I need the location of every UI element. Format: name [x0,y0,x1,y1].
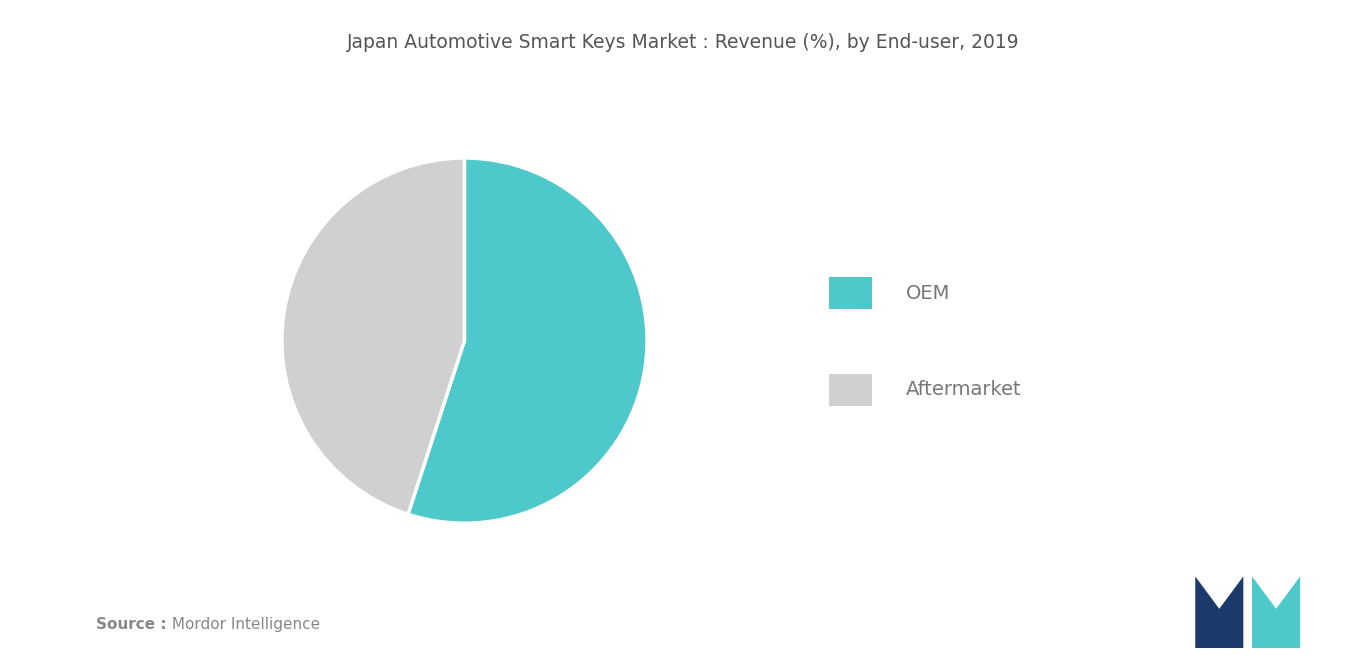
Polygon shape [1195,576,1243,648]
Text: Aftermarket: Aftermarket [906,380,1022,400]
FancyBboxPatch shape [829,278,873,310]
FancyBboxPatch shape [829,373,873,405]
Wedge shape [281,158,464,514]
Text: OEM: OEM [906,284,949,303]
Text: Mordor Intelligence: Mordor Intelligence [167,617,320,632]
Text: Japan Automotive Smart Keys Market : Revenue (%), by End-user, 2019: Japan Automotive Smart Keys Market : Rev… [347,33,1019,52]
Wedge shape [408,158,647,523]
Polygon shape [1253,576,1300,648]
Text: Source :: Source : [96,617,167,632]
